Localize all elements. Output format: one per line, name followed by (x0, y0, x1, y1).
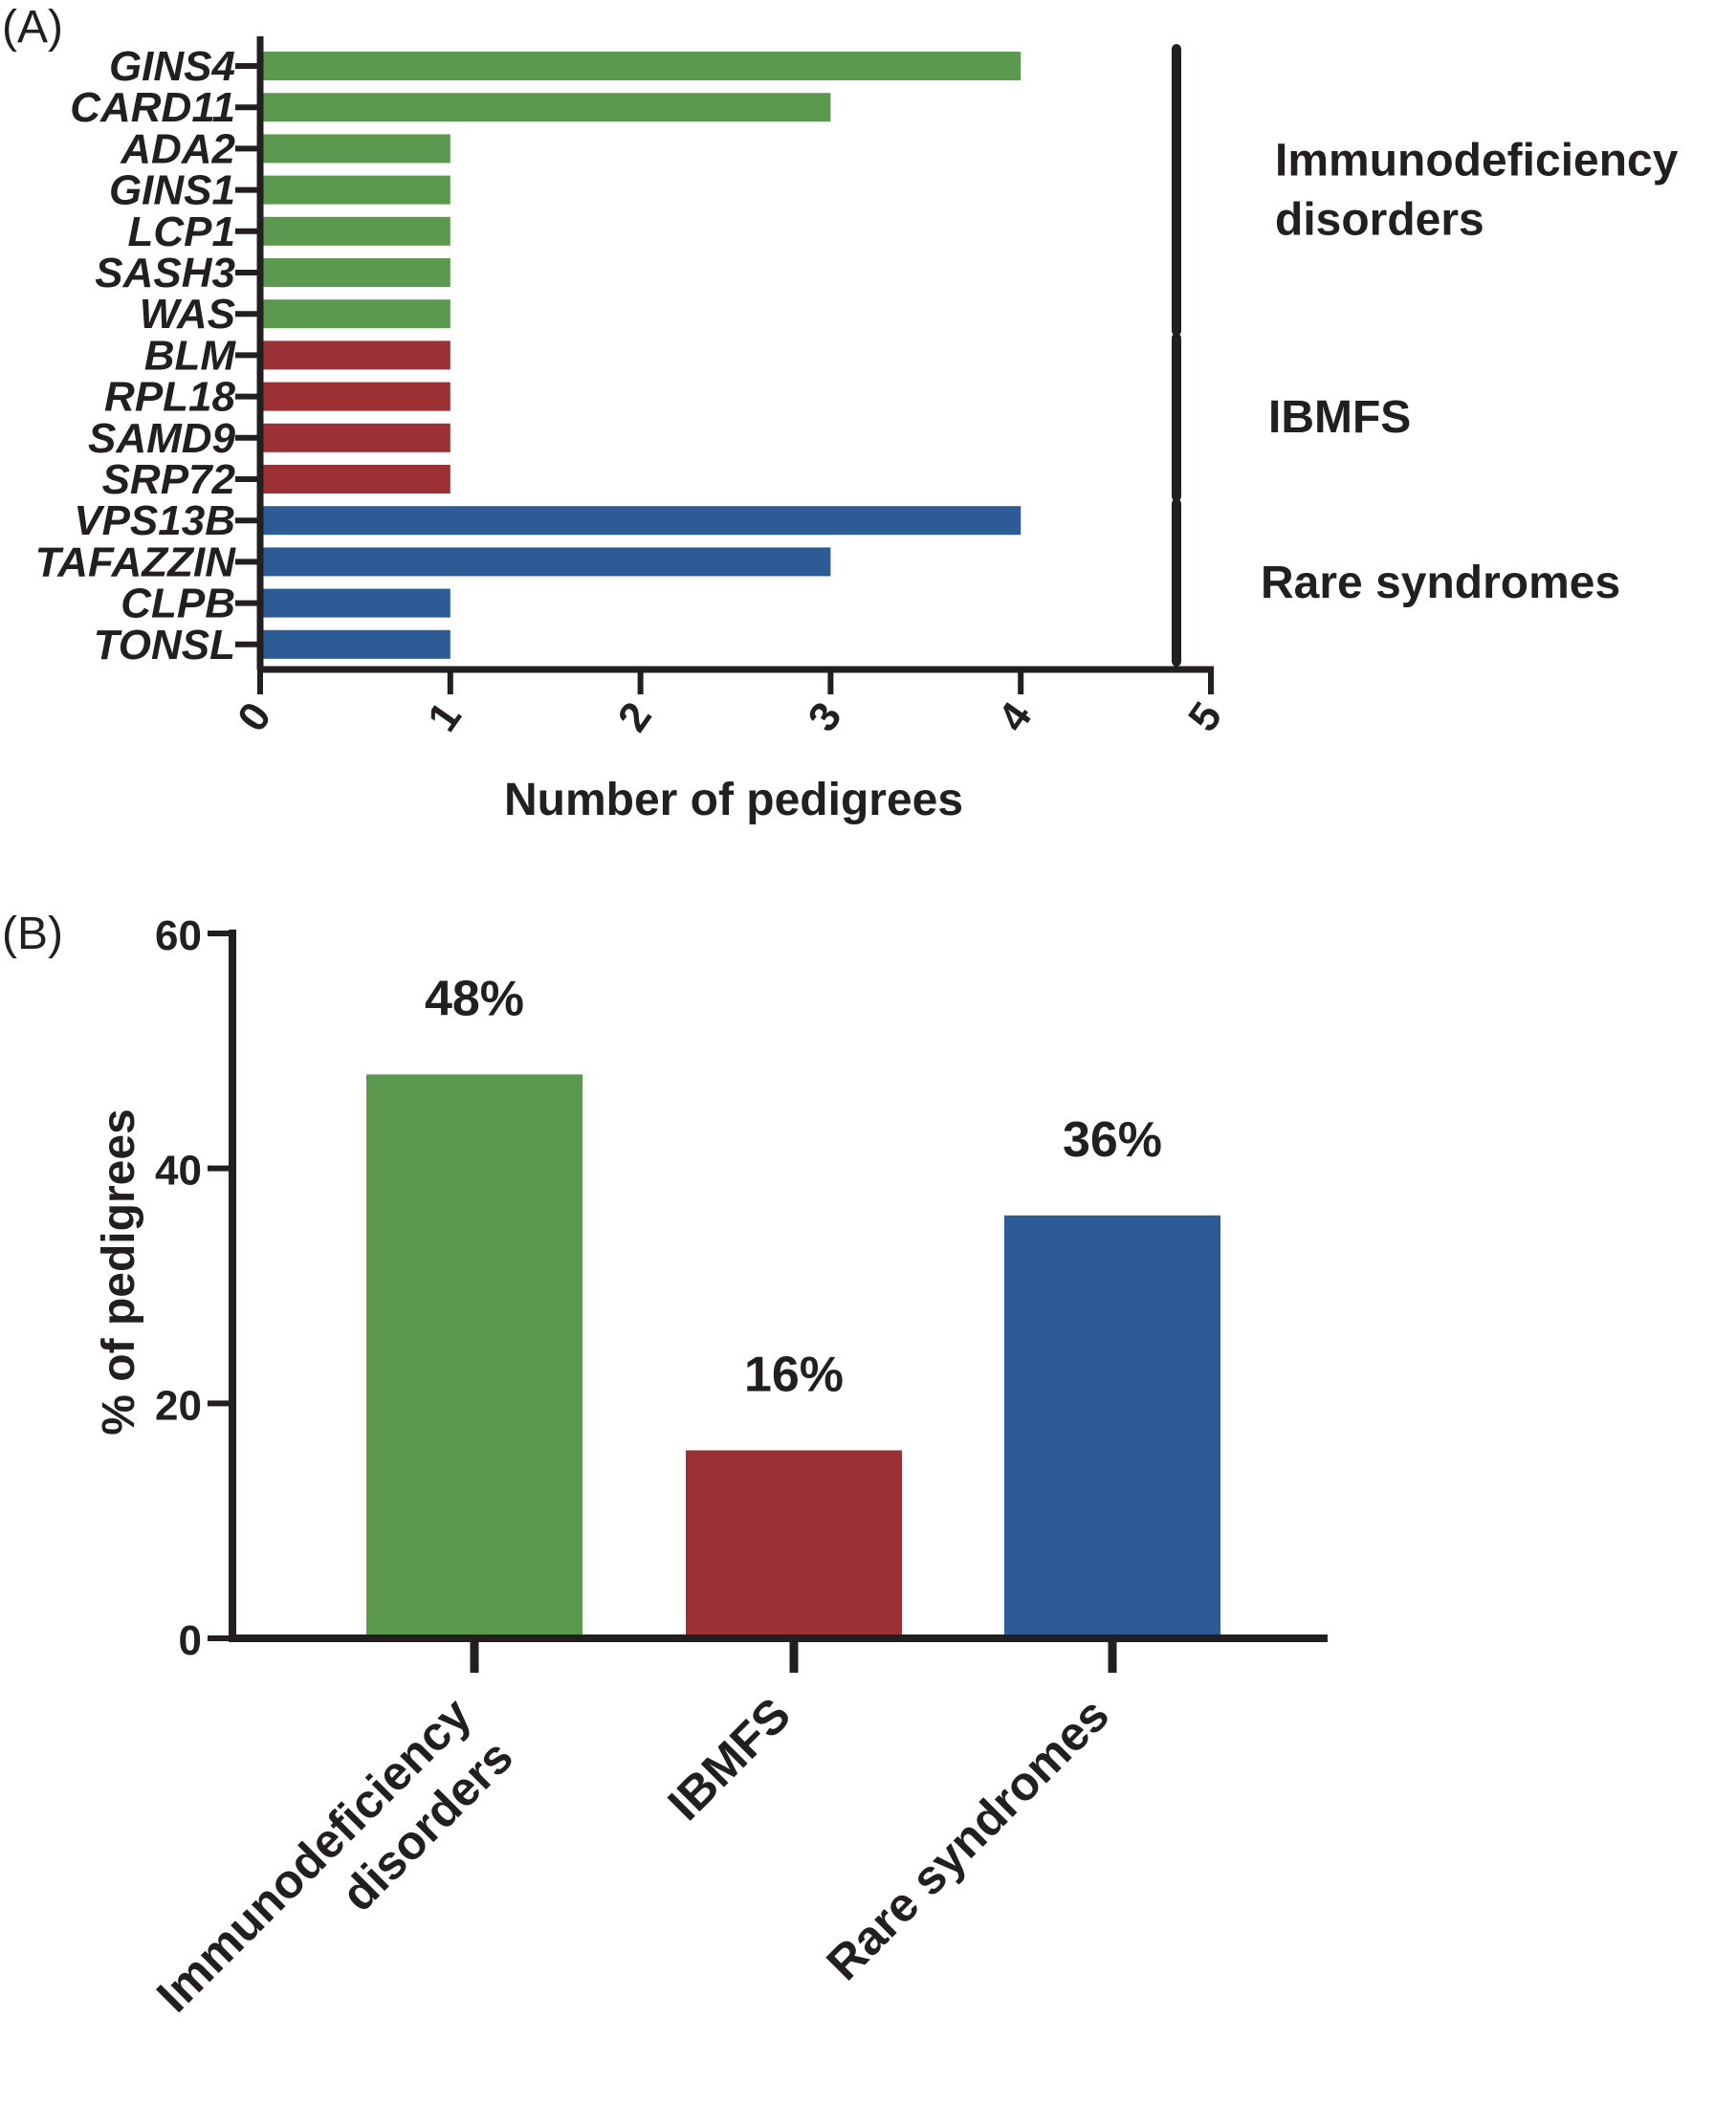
gene-label-tonsl: TONSL (94, 622, 235, 669)
x-tick-label-1: 1 (419, 694, 471, 740)
gene-label-lcp1: LCP1 (128, 208, 235, 255)
panel-b: (B) 48% 16% 36% 0 20 40 60 % of pedigrees Imm… (2, 909, 1328, 2023)
panel-a-axes (235, 36, 1214, 694)
y-tick-label-60: 60 (155, 912, 202, 959)
panel-a-label: (A) (2, 2, 63, 53)
group-label-ibmfs-0: IBMFS (1268, 392, 1411, 443)
gene-label-was: WAS (140, 291, 235, 338)
bar-was (260, 299, 450, 329)
bar-rpl18 (260, 382, 450, 411)
y-tick-label-0: 0 (179, 1617, 202, 1664)
category-label-rare: Rare syndromes (816, 1687, 1119, 1990)
x-tick-label-3: 3 (799, 694, 850, 740)
category-label-line-0: Rare syndromes (816, 1687, 1119, 1990)
gene-label-gins1: GINS1 (109, 167, 235, 214)
bar-vps13b (260, 506, 1022, 536)
group-label-immunodeficiency-1: disorders (1275, 195, 1484, 246)
panel-a-gene-labels: GINS4CARD11ADA2GINS1LCP1SASH3WASBLMRPL18… (35, 43, 237, 669)
gene-label-vps13b: VPS13B (74, 497, 235, 544)
bar-clpb (260, 588, 450, 618)
group-label-immunodeficiency-0: Immunodeficiency (1275, 136, 1679, 186)
bar-rare (1004, 1215, 1220, 1638)
category-label-line-0: IBMFS (658, 1687, 802, 1831)
gene-label-card11: CARD11 (70, 84, 235, 131)
bar-card11 (260, 93, 831, 122)
bar-ibmfs (686, 1450, 902, 1638)
panel-b-data-labels: 48% 16% 36% (425, 971, 1162, 1402)
panel-a-x-axis-title: Number of pedigrees (504, 775, 963, 825)
bar-immunodeficiency (366, 1074, 582, 1638)
bar-lcp1 (260, 216, 450, 246)
category-label-ibmfs: IBMFS (658, 1687, 802, 1831)
x-tick-label-0: 0 (229, 694, 280, 740)
bar-sash3 (260, 258, 450, 287)
gene-label-samd9: SAMD9 (88, 415, 236, 462)
bar-ada2 (260, 134, 450, 164)
panel-b-y-ticks: 0 20 40 60 (155, 912, 202, 1664)
bar-blm (260, 340, 450, 370)
bar-tonsl (260, 629, 450, 659)
group-label-rare-0: Rare syndromes (1261, 558, 1620, 608)
x-tick-label-2: 2 (609, 694, 661, 740)
y-tick-label-40: 40 (155, 1148, 202, 1195)
panel-b-axes (208, 930, 1328, 1673)
bar-gins1 (260, 175, 450, 205)
bar-gins4 (260, 52, 1022, 80)
panel-a-bars (260, 52, 1022, 659)
panel-a-x-ticks: 0 1 2 3 4 5 (229, 693, 1231, 740)
panel-b-y-axis-title: % of pedigrees (94, 1108, 144, 1435)
panel-a-group-brackets: Immunodeficiency disorders IBMFS Rare syndr… (1172, 44, 1679, 667)
y-tick-label-20: 20 (155, 1382, 202, 1429)
gene-label-ada2: ADA2 (120, 125, 235, 172)
bar-srp72 (260, 465, 450, 494)
gene-label-srp72: SRP72 (102, 456, 236, 503)
bar-tafazzin (260, 547, 831, 577)
gene-label-blm: BLM (144, 332, 237, 379)
x-tick-label-5: 5 (1179, 694, 1231, 740)
gene-label-sash3: SASH3 (95, 250, 235, 296)
gene-label-rpl18: RPL18 (104, 374, 235, 421)
panel-b-label: (B) (2, 909, 63, 959)
gene-label-tafazzin: TAFAZZIN (35, 538, 237, 585)
data-label-immunodeficiency: 48% (425, 971, 524, 1026)
data-label-ibmfs: 16% (744, 1347, 844, 1402)
panel-b-bars (366, 1074, 1220, 1638)
x-tick-label-4: 4 (989, 693, 1041, 740)
gene-label-gins4: GINS4 (109, 43, 235, 90)
data-label-rare: 36% (1063, 1112, 1162, 1168)
bar-samd9 (260, 423, 450, 452)
gene-label-clpb: CLPB (121, 581, 235, 627)
panel-a: (A) GINS4CARD11ADA2GINS1LCP1SASH3WASBLMR… (2, 2, 1679, 825)
